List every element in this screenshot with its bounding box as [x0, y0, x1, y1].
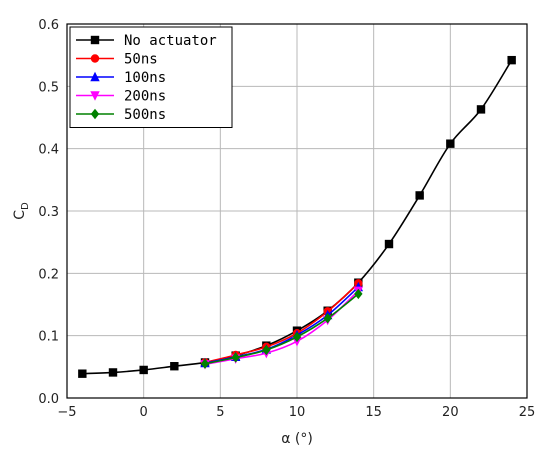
axes: −5 0 5 10 15 20 25 0.0 0.1 0.2 0.3 0.4 0.5 0.6 [38, 18, 535, 420]
data-point [292, 331, 302, 343]
y-tick-label: 0.3 [38, 205, 59, 220]
legend-marker [90, 35, 100, 45]
legend-marker [90, 108, 100, 120]
series-100ns [200, 281, 364, 368]
y-axis-label-main: C [12, 210, 28, 220]
data-point [354, 288, 363, 300]
data-point [507, 55, 516, 65]
legend-label: 200ns [124, 89, 166, 105]
legend-item: No actuator [76, 33, 217, 49]
x-tick-label: 20 [442, 405, 459, 420]
x-tick-label: 25 [519, 405, 536, 420]
data-point [323, 313, 332, 324]
legend-label: No actuator [124, 33, 217, 49]
legend-marker [90, 54, 100, 63]
legend-label: 100ns [124, 70, 166, 86]
x-tick-label: 10 [289, 405, 306, 420]
x-axis-label: α (°) [281, 431, 313, 447]
y-axis-label: CD [12, 202, 31, 220]
series-line [204, 290, 359, 366]
data-point [384, 239, 394, 249]
y-axis-label-sub: D [20, 202, 31, 210]
x-tick-label: 5 [216, 405, 224, 420]
x-tick-label: 0 [140, 405, 148, 420]
plot-area [78, 55, 516, 378]
legend: No actuator 50ns 100ns 200ns 500ns [69, 26, 233, 128]
data-point [200, 358, 210, 369]
series-line [204, 282, 359, 364]
y-tick-label: 0.5 [38, 80, 59, 95]
legend-marker [90, 91, 100, 101]
x-tick-label: −5 [57, 405, 76, 420]
data-point [139, 365, 148, 375]
legend-item: 500ns [76, 107, 166, 123]
data-point [108, 368, 118, 377]
y-tick-label: 0.4 [38, 143, 59, 158]
data-point [78, 369, 87, 378]
legend-label: 500ns [124, 107, 166, 123]
data-point [262, 344, 271, 356]
data-point [446, 139, 455, 148]
y-tick-label: 0.0 [38, 392, 59, 407]
y-tick-label: 0.6 [38, 18, 59, 33]
series-line [204, 286, 359, 364]
legend-marker [90, 71, 100, 82]
x-tick-label: 15 [365, 405, 382, 420]
plot-frame [66, 23, 528, 399]
y-tick-label: 0.1 [38, 330, 59, 345]
data-point [231, 352, 240, 363]
legend-item: 100ns [76, 70, 166, 86]
legend-label: 50ns [124, 52, 158, 68]
series-500ns [200, 288, 363, 369]
legend-item: 200ns [76, 89, 166, 105]
y-tick-label: 0.2 [38, 267, 59, 282]
data-point [476, 105, 486, 114]
data-point [170, 362, 179, 371]
data-point [415, 191, 424, 200]
legend-item: 50ns [76, 52, 158, 68]
series-50ns [200, 279, 363, 367]
